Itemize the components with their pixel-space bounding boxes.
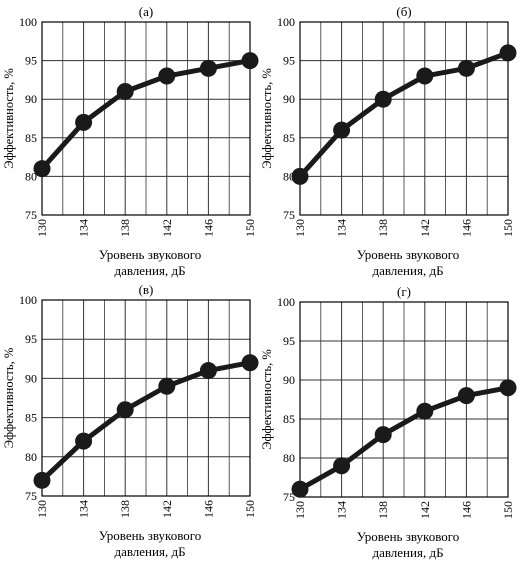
data-point <box>75 432 93 450</box>
x-tick-label: 146 <box>201 500 215 518</box>
y-axis-label: Эффективность, % <box>260 349 274 450</box>
data-point <box>158 377 176 395</box>
y-tick-label: 95 <box>25 54 37 68</box>
x-axis-label: Уровень звукового <box>99 528 202 543</box>
y-tick-label: 95 <box>25 332 37 346</box>
data-point <box>199 59 217 77</box>
x-tick-label: 138 <box>376 219 390 237</box>
y-tick-label: 100 <box>277 15 295 29</box>
y-tick-label: 80 <box>25 169 37 183</box>
data-point <box>158 67 176 85</box>
y-tick-label: 80 <box>283 169 295 183</box>
y-tick-label: 75 <box>25 208 37 222</box>
x-axis-label: Уровень звукового <box>357 247 460 262</box>
x-tick-label: 130 <box>35 219 49 237</box>
y-axis-label: Эффективность, % <box>2 68 16 169</box>
y-tick-label: 80 <box>25 450 37 464</box>
y-tick-label: 75 <box>283 208 295 222</box>
x-axis-label: давления, дБ <box>114 544 185 559</box>
chart-title: (а) <box>139 4 153 19</box>
y-tick-label: 85 <box>25 131 37 145</box>
plot-frame <box>299 21 509 216</box>
plot-frame <box>41 299 251 497</box>
y-tick-label: 95 <box>283 54 295 68</box>
y-tick-label: 90 <box>25 92 37 106</box>
x-tick-label: 138 <box>118 219 132 237</box>
y-axis-label: Эффективность, % <box>260 68 274 169</box>
x-tick-label: 150 <box>501 219 515 237</box>
x-tick-label: 130 <box>293 219 307 237</box>
data-point <box>333 121 351 139</box>
x-tick-label: 142 <box>160 500 174 518</box>
data-point <box>116 401 134 419</box>
x-axis-label: давления, дБ <box>114 263 185 278</box>
x-tick-label: 138 <box>118 500 132 518</box>
chart-title: (в) <box>139 282 154 297</box>
chart-panel-3: (г) 75 80 85 90 95 100 130 134 138 142 146 150 Эффект… <box>260 284 517 560</box>
data-point <box>416 67 434 85</box>
y-axis-label: Эффективность, % <box>2 348 16 449</box>
data-point <box>291 167 309 185</box>
y-tick-label: 85 <box>25 411 37 425</box>
data-point <box>374 90 392 108</box>
y-tick-label: 75 <box>283 490 295 504</box>
data-point <box>291 480 309 498</box>
data-point <box>457 59 475 77</box>
data-point <box>374 426 392 444</box>
plot-frame <box>299 301 509 498</box>
y-tick-label: 90 <box>283 92 295 106</box>
x-tick-label: 134 <box>77 500 91 518</box>
y-tick-label: 85 <box>283 131 295 145</box>
y-tick-label: 90 <box>25 371 37 385</box>
y-tick-label: 95 <box>283 334 295 348</box>
x-tick-label: 146 <box>459 501 473 519</box>
x-tick-label: 134 <box>335 219 349 237</box>
x-tick-label: 138 <box>376 501 390 519</box>
x-tick-label: 130 <box>293 501 307 519</box>
chart-panel-2: (в) 75 80 85 90 95 100 130 134 138 142 146 150 Эффект… <box>2 282 259 559</box>
x-tick-label: 134 <box>77 219 91 237</box>
x-tick-label: 150 <box>501 501 515 519</box>
chart-panel-1: (б) 75 80 85 90 95 100 130 134 138 142 146 150 Эффект… <box>260 4 517 278</box>
y-tick-label: 90 <box>283 373 295 387</box>
y-tick-label: 100 <box>277 295 295 309</box>
y-tick-label: 80 <box>283 451 295 465</box>
x-tick-label: 146 <box>201 219 215 237</box>
y-tick-label: 100 <box>19 293 37 307</box>
x-axis-label: давления, дБ <box>372 263 443 278</box>
plot-frame <box>41 21 251 216</box>
chart-title: (б) <box>396 4 411 19</box>
x-tick-label: 150 <box>243 219 257 237</box>
x-tick-label: 150 <box>243 500 257 518</box>
x-axis-label: давления, дБ <box>372 545 443 560</box>
x-tick-label: 142 <box>160 219 174 237</box>
chart-title: (г) <box>397 284 411 299</box>
chart-panel-0: (а) 75 80 85 90 95 100 130 134 138 142 146 150 Эффект… <box>2 4 259 278</box>
y-tick-label: 100 <box>19 15 37 29</box>
data-point <box>499 379 517 397</box>
data-point <box>241 52 259 70</box>
x-axis-label: Уровень звукового <box>99 247 202 262</box>
x-axis-label: Уровень звукового <box>357 529 460 544</box>
data-point <box>33 471 51 489</box>
data-point <box>457 387 475 405</box>
data-point <box>116 82 134 100</box>
data-point <box>241 354 259 372</box>
data-point <box>333 457 351 475</box>
x-tick-label: 146 <box>459 219 473 237</box>
x-tick-label: 130 <box>35 500 49 518</box>
y-tick-label: 75 <box>25 489 37 503</box>
x-tick-label: 142 <box>418 501 432 519</box>
x-tick-label: 142 <box>418 219 432 237</box>
data-point <box>75 113 93 131</box>
data-point <box>416 402 434 420</box>
data-point <box>199 362 217 380</box>
data-point <box>33 160 51 178</box>
x-tick-label: 134 <box>335 501 349 519</box>
y-tick-label: 85 <box>283 412 295 426</box>
data-point <box>499 44 517 62</box>
